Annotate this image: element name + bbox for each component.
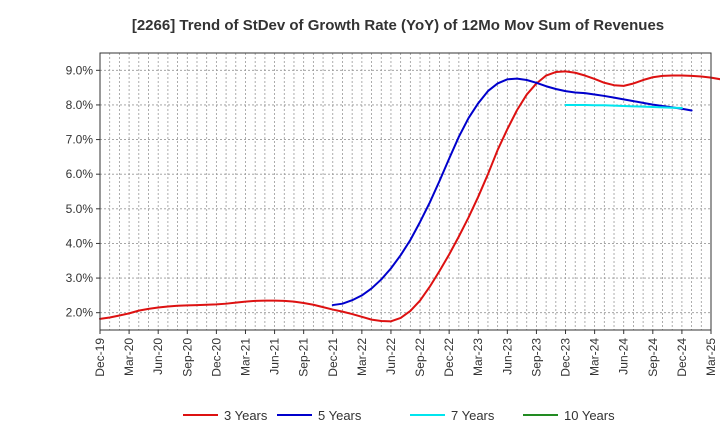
x-axis-ticks: Dec-19 Mar-20 Jun-20 Sep-20 Dec-20 Mar-21 Jun-… <box>93 330 718 377</box>
y-tick-label: 3.0% <box>66 271 94 285</box>
x-tick-label: Jun-21 <box>268 338 282 375</box>
y-tick-label: 2.0% <box>66 306 94 320</box>
x-tick-label: Sep-24 <box>646 338 660 377</box>
legend-label: 7 Years <box>451 408 495 423</box>
series-line-3-years <box>99 70 720 323</box>
legend-label: 3 Years <box>224 408 268 423</box>
plot-area <box>100 53 711 330</box>
y-tick-label: 6.0% <box>66 167 94 181</box>
x-tick-label: Jun-22 <box>384 338 398 375</box>
x-tick-label: Jun-20 <box>151 338 165 375</box>
x-tick-label: Mar-20 <box>122 338 136 376</box>
x-tick-label: Dec-20 <box>209 338 223 377</box>
legend-label: 5 Years <box>318 408 362 423</box>
y-axis-ticks: 2.0% 3.0% 4.0% 5.0% 6.0% 7.0% 8.0% 9.0% <box>66 63 100 320</box>
x-tick-label: Sep-21 <box>297 338 311 377</box>
x-tick-label: Mar-24 <box>588 338 602 376</box>
series-layer <box>99 70 720 323</box>
grid <box>100 53 711 330</box>
x-tick-label: Jun-23 <box>500 338 514 375</box>
x-tick-label: Sep-23 <box>529 338 543 377</box>
x-tick-label: Sep-20 <box>180 338 194 377</box>
x-tick-label: Mar-21 <box>238 338 252 376</box>
x-tick-label: Dec-22 <box>442 338 456 377</box>
x-tick-label: Dec-24 <box>675 338 689 377</box>
x-tick-label: Mar-25 <box>704 338 718 376</box>
y-tick-label: 9.0% <box>66 63 94 77</box>
chart-title: [2266] Trend of StDev of Growth Rate (Yo… <box>132 17 664 34</box>
x-tick-label: Dec-21 <box>326 338 340 377</box>
legend: 3 Years 5 Years 7 Years 10 Years <box>183 408 615 423</box>
series-line-7-years <box>564 103 683 110</box>
x-tick-label: Mar-23 <box>471 338 485 376</box>
x-tick-label: Dec-23 <box>559 338 573 377</box>
y-tick-label: 5.0% <box>66 202 94 216</box>
x-tick-label: Jun-24 <box>617 338 631 375</box>
y-tick-label: 8.0% <box>66 98 94 112</box>
plot-frame <box>99 52 712 331</box>
x-tick-label: Sep-22 <box>413 338 427 377</box>
y-tick-label: 7.0% <box>66 133 94 147</box>
series-line-5-years <box>331 77 693 307</box>
legend-label: 10 Years <box>564 408 615 423</box>
x-tick-label: Dec-19 <box>93 338 107 377</box>
x-tick-label: Mar-22 <box>355 338 369 376</box>
y-tick-label: 4.0% <box>66 236 94 250</box>
